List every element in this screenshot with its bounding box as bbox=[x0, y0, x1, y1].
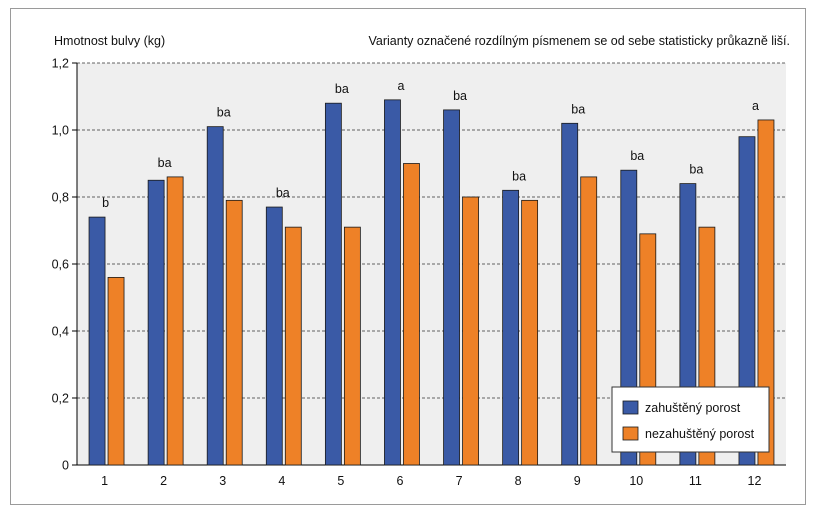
bar-zahusteny-8 bbox=[502, 189, 520, 466]
bar-nezahusteny-9 bbox=[580, 176, 598, 466]
bar-nezahusteny-2 bbox=[166, 176, 184, 466]
legend-label: zahuštěný porost bbox=[645, 401, 741, 415]
x-tick-label: 8 bbox=[515, 474, 522, 488]
y-tick-label: 0,2 bbox=[52, 392, 69, 406]
legend-swatch bbox=[622, 400, 639, 415]
chart-annotation: Varianty označené rozdílným písmenem se … bbox=[368, 34, 791, 48]
bar-zahusteny-2 bbox=[147, 179, 165, 466]
significance-label: ba bbox=[158, 156, 172, 170]
significance-label: ba bbox=[512, 169, 526, 183]
bar-zahusteny-12 bbox=[738, 136, 756, 466]
x-tick-label: 3 bbox=[219, 474, 226, 488]
significance-label: ba bbox=[217, 106, 231, 120]
y-tick-label: 1,0 bbox=[52, 124, 69, 138]
y-tick-label: 0,4 bbox=[52, 325, 69, 339]
significance-label: ba bbox=[571, 102, 585, 116]
bar-zahusteny-4 bbox=[265, 206, 283, 466]
x-tick-label: 2 bbox=[160, 474, 167, 488]
significance-label: ba bbox=[630, 149, 644, 163]
bar-zahusteny-6 bbox=[384, 99, 401, 466]
x-tick-label: 4 bbox=[278, 474, 285, 488]
x-tick-label: 11 bbox=[689, 474, 702, 488]
x-tick-label: 5 bbox=[337, 474, 344, 488]
x-tick-label: 9 bbox=[574, 474, 581, 488]
y-tick-label: 0 bbox=[62, 459, 69, 473]
bar-zahusteny-3 bbox=[206, 126, 224, 466]
legend-label: nezahuštěný porost bbox=[645, 427, 755, 441]
y-tick-label: 1,2 bbox=[52, 57, 69, 71]
x-tick-label: 7 bbox=[456, 474, 463, 488]
bar-nezahusteny-8 bbox=[521, 199, 539, 466]
bar-nezahusteny-5 bbox=[343, 226, 361, 466]
legend bbox=[611, 386, 770, 453]
significance-label: ba bbox=[689, 163, 703, 177]
bar-zahusteny-9 bbox=[561, 122, 579, 466]
bar-zahusteny-7 bbox=[443, 109, 460, 466]
y-axis-label: Hmotnost bulvy (kg) bbox=[54, 34, 166, 48]
significance-label: b bbox=[102, 196, 109, 210]
bar-nezahusteny-7 bbox=[462, 196, 479, 466]
significance-label: a bbox=[397, 79, 404, 93]
bar-nezahusteny-12 bbox=[757, 119, 775, 466]
x-tick-label: 6 bbox=[396, 474, 403, 488]
legend-swatch bbox=[622, 426, 639, 441]
significance-label: ba bbox=[276, 186, 290, 200]
x-tick-label: 1 bbox=[101, 474, 108, 488]
bar-zahusteny-5 bbox=[324, 102, 342, 466]
x-tick-label: 10 bbox=[629, 474, 643, 488]
y-tick-label: 0,8 bbox=[52, 191, 69, 205]
chart-frame bbox=[10, 8, 806, 505]
bar-nezahusteny-4 bbox=[284, 226, 302, 466]
y-tick-label: 0,6 bbox=[52, 258, 69, 272]
significance-label: ba bbox=[335, 82, 349, 96]
bar-zahusteny-1 bbox=[88, 216, 106, 466]
significance-label: a bbox=[752, 99, 759, 113]
bar-nezahusteny-3 bbox=[225, 199, 243, 466]
x-tick-label: 12 bbox=[748, 474, 762, 488]
bar-nezahusteny-6 bbox=[403, 163, 420, 466]
significance-label: ba bbox=[453, 89, 467, 103]
bar-nezahusteny-1 bbox=[107, 276, 125, 466]
